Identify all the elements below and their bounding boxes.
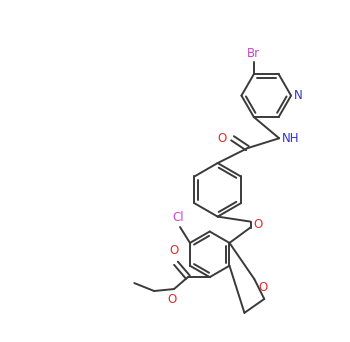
Text: NH: NH <box>282 132 300 145</box>
Text: Br: Br <box>247 47 260 60</box>
Text: O: O <box>253 218 262 231</box>
Text: O: O <box>167 293 177 306</box>
Text: O: O <box>258 281 267 294</box>
Text: O: O <box>217 132 226 145</box>
Text: Cl: Cl <box>172 211 184 224</box>
Text: N: N <box>294 89 303 102</box>
Text: O: O <box>169 244 178 257</box>
